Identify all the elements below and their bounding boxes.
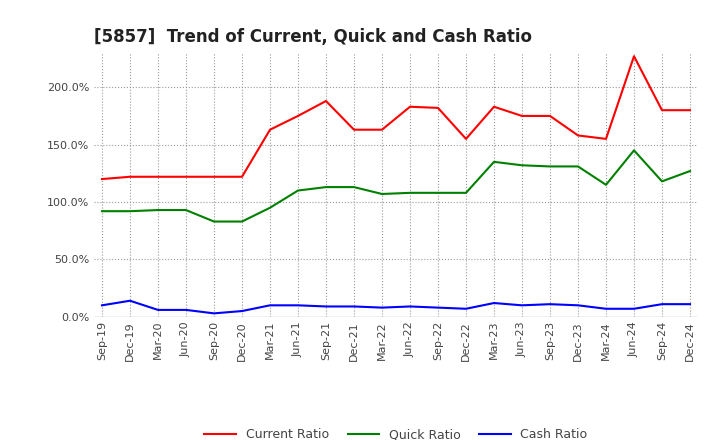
Cash Ratio xyxy=(238,308,246,314)
Quick Ratio xyxy=(153,207,162,213)
Current Ratio xyxy=(657,107,666,113)
Cash Ratio xyxy=(98,303,107,308)
Cash Ratio xyxy=(546,301,554,307)
Legend: Current Ratio, Quick Ratio, Cash Ratio: Current Ratio, Quick Ratio, Cash Ratio xyxy=(199,423,593,440)
Quick Ratio xyxy=(433,190,442,195)
Cash Ratio xyxy=(210,311,218,316)
Quick Ratio xyxy=(98,209,107,214)
Quick Ratio xyxy=(181,207,190,213)
Line: Quick Ratio: Quick Ratio xyxy=(102,150,690,221)
Cash Ratio xyxy=(490,301,498,306)
Current Ratio xyxy=(574,133,582,138)
Quick Ratio xyxy=(685,169,694,174)
Cash Ratio xyxy=(266,303,274,308)
Line: Current Ratio: Current Ratio xyxy=(102,56,690,179)
Quick Ratio xyxy=(462,190,470,195)
Current Ratio xyxy=(350,127,359,132)
Cash Ratio xyxy=(153,307,162,312)
Quick Ratio xyxy=(126,209,135,214)
Cash Ratio xyxy=(322,304,330,309)
Cash Ratio xyxy=(405,304,414,309)
Quick Ratio xyxy=(378,191,387,197)
Cash Ratio xyxy=(433,305,442,310)
Current Ratio xyxy=(126,174,135,180)
Cash Ratio xyxy=(630,306,639,312)
Current Ratio xyxy=(433,105,442,110)
Quick Ratio xyxy=(602,182,611,187)
Current Ratio xyxy=(266,127,274,132)
Current Ratio xyxy=(181,174,190,180)
Cash Ratio xyxy=(602,306,611,312)
Quick Ratio xyxy=(518,163,526,168)
Cash Ratio xyxy=(462,306,470,312)
Cash Ratio xyxy=(181,307,190,312)
Quick Ratio xyxy=(490,159,498,165)
Current Ratio xyxy=(546,113,554,118)
Current Ratio xyxy=(378,127,387,132)
Cash Ratio xyxy=(126,298,135,303)
Current Ratio xyxy=(462,136,470,142)
Current Ratio xyxy=(98,176,107,182)
Text: [5857]  Trend of Current, Quick and Cash Ratio: [5857] Trend of Current, Quick and Cash … xyxy=(94,28,531,46)
Quick Ratio xyxy=(210,219,218,224)
Cash Ratio xyxy=(294,303,302,308)
Current Ratio xyxy=(630,54,639,59)
Current Ratio xyxy=(238,174,246,180)
Quick Ratio xyxy=(574,164,582,169)
Quick Ratio xyxy=(405,190,414,195)
Cash Ratio xyxy=(518,303,526,308)
Current Ratio xyxy=(210,174,218,180)
Current Ratio xyxy=(322,99,330,104)
Cash Ratio xyxy=(685,301,694,307)
Quick Ratio xyxy=(657,179,666,184)
Quick Ratio xyxy=(322,184,330,190)
Line: Cash Ratio: Cash Ratio xyxy=(102,301,690,313)
Quick Ratio xyxy=(630,148,639,153)
Current Ratio xyxy=(518,113,526,118)
Quick Ratio xyxy=(238,219,246,224)
Cash Ratio xyxy=(378,305,387,310)
Current Ratio xyxy=(685,107,694,113)
Cash Ratio xyxy=(657,301,666,307)
Cash Ratio xyxy=(574,303,582,308)
Current Ratio xyxy=(490,104,498,110)
Current Ratio xyxy=(602,136,611,142)
Quick Ratio xyxy=(266,205,274,210)
Quick Ratio xyxy=(294,188,302,193)
Quick Ratio xyxy=(350,184,359,190)
Current Ratio xyxy=(153,174,162,180)
Cash Ratio xyxy=(350,304,359,309)
Quick Ratio xyxy=(546,164,554,169)
Current Ratio xyxy=(405,104,414,110)
Current Ratio xyxy=(294,113,302,118)
